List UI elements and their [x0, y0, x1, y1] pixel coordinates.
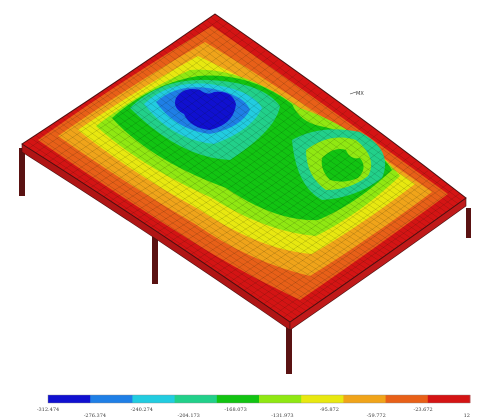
mesh-line — [276, 188, 454, 314]
mesh-line — [216, 147, 398, 274]
mesh-line — [135, 92, 322, 220]
mesh-line — [256, 174, 435, 300]
legend-tick-label: -240.274 — [131, 407, 153, 413]
mesh-line — [182, 124, 366, 251]
mesh-line — [48, 32, 241, 162]
mesh-line — [35, 23, 228, 154]
legend-swatch — [216, 395, 260, 403]
mesh-line — [62, 41, 253, 171]
mesh-line — [115, 78, 303, 207]
mesh-line — [263, 179, 441, 305]
mesh-line — [283, 193, 460, 318]
mesh-line — [149, 101, 335, 229]
legend-tick-label: -59.772 — [367, 413, 386, 419]
deflection-contour-plot — [22, 14, 466, 322]
mesh-line — [102, 69, 291, 198]
legend-tick-label: -168.073 — [224, 407, 246, 413]
legend-tick-label: -23.672 — [414, 407, 433, 413]
legend-swatch — [301, 395, 344, 403]
mesh-line — [222, 151, 404, 278]
mesh-line — [209, 142, 391, 269]
column-middle — [152, 236, 158, 284]
mesh-line — [155, 105, 341, 234]
legend-swatch — [90, 395, 133, 403]
legend-swatch — [343, 395, 386, 403]
mesh-line — [169, 115, 354, 243]
legend-tick-label: -204.173 — [178, 413, 200, 419]
finite-element-mesh — [26, 16, 463, 320]
mesh-line — [249, 170, 429, 296]
column-left — [19, 148, 25, 196]
column-right — [466, 208, 471, 238]
slab-outline — [21, 13, 467, 323]
mesh-line — [42, 27, 234, 158]
legend-tick-label: 12 — [464, 413, 470, 419]
legend-swatch — [427, 395, 471, 403]
column-front — [286, 326, 292, 374]
mesh-line — [68, 46, 259, 176]
max-deflection-marker: MX — [349, 91, 364, 97]
mesh-line — [88, 59, 278, 189]
mesh-line — [95, 64, 285, 194]
mesh-line — [75, 50, 266, 180]
mesh-line — [229, 156, 410, 283]
mesh-line — [162, 110, 347, 238]
mesh-line — [142, 96, 328, 225]
contour-band-green-right-core — [321, 149, 364, 182]
mesh-line — [129, 87, 316, 216]
mesh-line — [236, 161, 416, 287]
mesh-line — [109, 73, 297, 202]
mesh-line — [196, 133, 379, 260]
legend-swatch — [174, 395, 218, 403]
legend-swatch — [385, 395, 429, 403]
mesh-line — [28, 18, 222, 149]
mesh-line — [189, 128, 372, 256]
color-legend: -312.474 -276.374 -240.274 -204.173 -168.073… — [37, 394, 471, 419]
legend-swatch — [259, 395, 302, 403]
mesh-line — [55, 36, 247, 167]
legend-tick-label: -95.872 — [320, 407, 339, 413]
mesh-line — [176, 119, 360, 247]
mesh-line — [243, 165, 423, 292]
support-columns — [19, 148, 471, 374]
legend-outline — [47, 394, 471, 404]
mesh-line — [202, 138, 385, 265]
mesh-line — [122, 82, 310, 211]
mesh-line — [82, 55, 272, 185]
legend-swatch — [48, 395, 91, 403]
mesh-line — [269, 184, 448, 309]
legend-swatch — [132, 395, 175, 403]
legend-tick-label: -312.474 — [37, 407, 59, 413]
legend-tick-label: -131.973 — [271, 413, 293, 419]
max-marker-tick — [349, 91, 357, 95]
max-marker-label: MX — [356, 91, 364, 97]
legend-tick-label: -276.374 — [84, 413, 106, 419]
contour-band-deep-blue — [175, 89, 236, 130]
